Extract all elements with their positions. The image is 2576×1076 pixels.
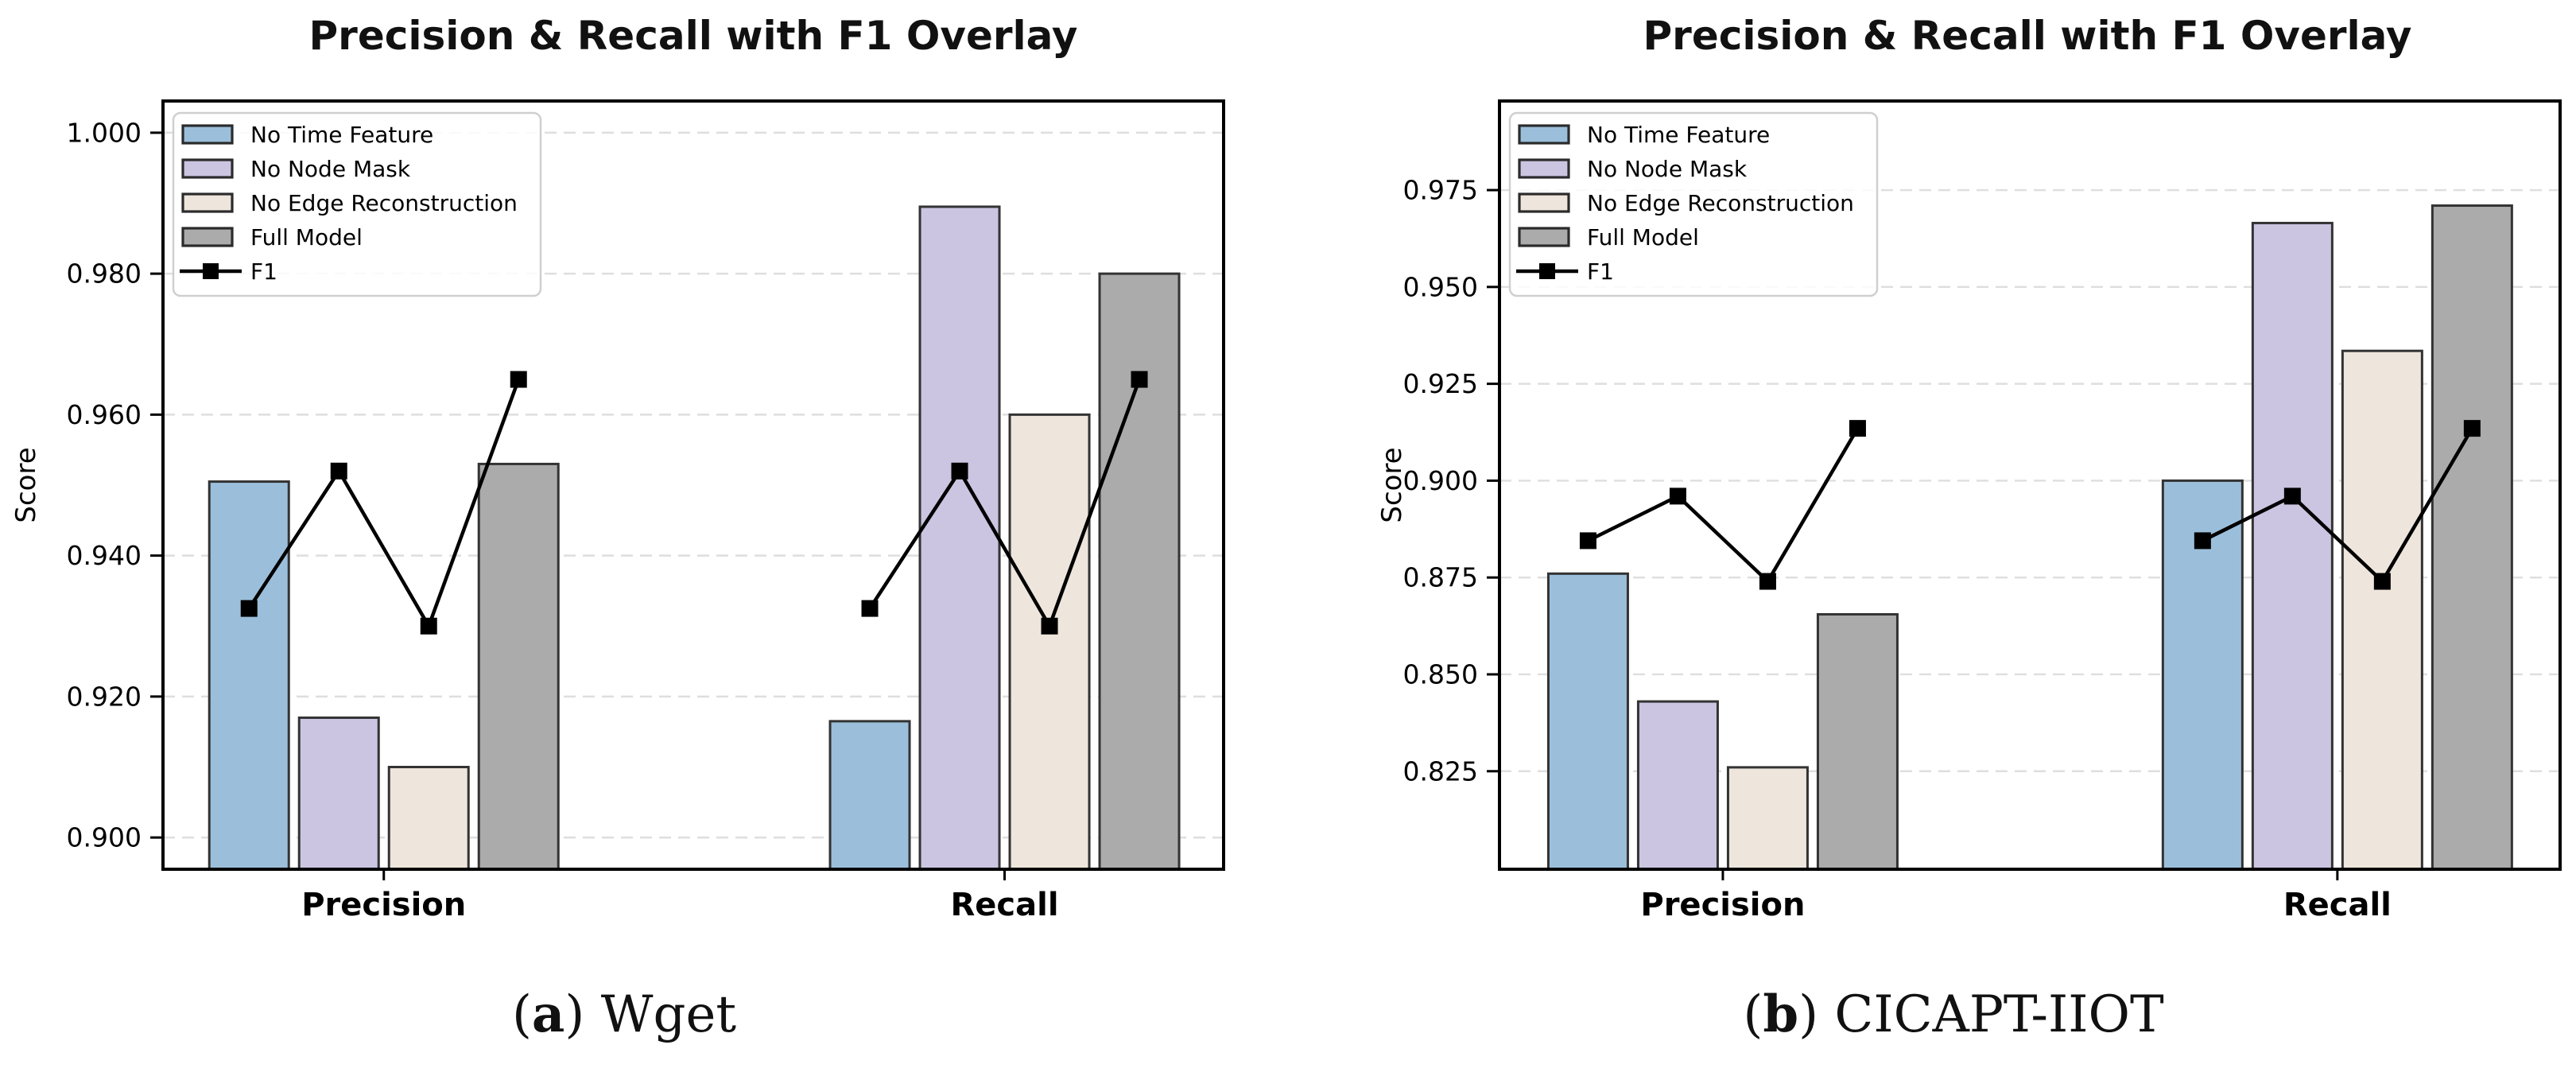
- f1-marker: [1759, 573, 1776, 590]
- legend-label: No Edge Reconstruction: [1587, 190, 1854, 216]
- y-tick-label: 0.975: [1403, 175, 1478, 206]
- caption-close: ): [564, 985, 585, 1044]
- x-tick-label: Recall: [2283, 887, 2392, 923]
- bar-full-model: [1098, 272, 1181, 871]
- y-axis-label: Score: [1376, 447, 1408, 522]
- legend-label: No Node Mask: [1587, 156, 1748, 182]
- y-tick-label: 0.940: [67, 540, 142, 571]
- bar-full-model: [477, 462, 560, 871]
- subfigure-b: Precision & Recall with F1 Overlay 0.975…: [1288, 0, 2576, 1076]
- y-tick-label: 0.875: [1403, 562, 1478, 593]
- f1-line: [868, 379, 1142, 631]
- y-axis-label: Score: [10, 447, 42, 522]
- caption-b: (b) CICAPT-IIOT: [1476, 985, 2431, 1044]
- legend-label: No Time Feature: [1587, 122, 1770, 148]
- legend-label: No Time Feature: [250, 122, 433, 148]
- caption-open: (: [1743, 985, 1763, 1044]
- caption-open: (: [511, 985, 532, 1044]
- axes-frame: [1498, 99, 2562, 871]
- legend-box: [172, 111, 542, 297]
- legend-swatch: [181, 192, 234, 213]
- bar-no-edge-reconstruction: [1008, 413, 1091, 871]
- f1-marker: [420, 617, 437, 635]
- caption-a: (a) Wget: [147, 985, 1101, 1044]
- bar-no-time-feature: [208, 480, 290, 871]
- y-tick-label: 0.980: [67, 258, 142, 289]
- axes-frame: [161, 99, 1225, 871]
- y-tick-label: 0.925: [1403, 368, 1478, 399]
- chart-a-plot: 1.000 0.980 0.960 0.940 0.920 0.900 Precision R…: [10, 99, 1225, 923]
- f1-marker: [1041, 617, 1058, 635]
- bar-no-time-feature: [1546, 572, 1629, 871]
- f1-marker: [2463, 420, 2481, 437]
- bar-no-time-feature: [828, 720, 911, 871]
- legend-label: F1: [1587, 258, 1614, 285]
- legend-swatch: [181, 227, 234, 247]
- caption-letter: b: [1763, 985, 1799, 1044]
- y-tick-label: 0.850: [1403, 659, 1478, 690]
- f1-marker: [510, 371, 527, 388]
- x-tick-label: Precision: [301, 887, 466, 923]
- caption-letter: a: [531, 985, 565, 1044]
- y-tick-label: 0.900: [1403, 465, 1478, 496]
- y-tick-label: 1.000: [67, 117, 142, 148]
- bar-full-model: [1816, 612, 1899, 871]
- caption-label: Wget: [600, 985, 737, 1044]
- x-tick-label: Recall: [950, 887, 1058, 923]
- f1-marker: [951, 462, 968, 480]
- f1-marker: [1131, 371, 1148, 388]
- legend-f1-marker: [1539, 263, 1555, 279]
- bar-full-model: [2431, 204, 2513, 871]
- legend-swatch: [181, 124, 234, 145]
- f1-line: [2202, 427, 2474, 585]
- legend-swatch: [1518, 192, 1570, 213]
- legend-box: [1508, 111, 1879, 297]
- f1-marker: [1579, 532, 1596, 550]
- caption-label: CICAPT-IIOT: [1834, 985, 2164, 1044]
- bar-no-edge-reconstruction: [2341, 349, 2423, 871]
- bar-no-node-mask: [1636, 700, 1719, 871]
- chart-b-plot: 0.975 0.950 0.925 0.900 0.875 0.850 0.825 Preci…: [1376, 99, 2562, 923]
- y-tick-label: 0.950: [1403, 271, 1478, 302]
- f1-line: [1587, 427, 1860, 585]
- f1-line: [247, 379, 521, 631]
- legend-label: F1: [250, 258, 277, 285]
- f1-marker: [2194, 532, 2211, 550]
- f1-marker: [861, 600, 879, 617]
- bar-no-node-mask: [2251, 221, 2334, 871]
- legend-swatch: [1518, 124, 1570, 145]
- f1-marker: [1669, 488, 1686, 505]
- y-tick-label: 0.920: [67, 681, 142, 712]
- bar-no-node-mask: [297, 716, 380, 871]
- bar-no-edge-reconstruction: [1726, 766, 1809, 871]
- legend-label: Full Model: [1587, 224, 1699, 251]
- f1-marker: [2373, 573, 2391, 590]
- bar-no-node-mask: [918, 205, 1001, 871]
- chart-title: Precision & Recall with F1 Overlay: [1643, 13, 2412, 59]
- legend-label: No Node Mask: [250, 156, 411, 182]
- y-tick-label: 0.900: [67, 822, 142, 853]
- y-tick-label: 0.825: [1403, 756, 1478, 787]
- bar-no-edge-reconstruction: [387, 765, 470, 871]
- legend-swatch: [1518, 227, 1570, 247]
- legend-swatch: [181, 158, 234, 179]
- subfigure-a: Precision & Recall with F1 Overlay 1.000…: [10, 13, 1225, 1044]
- legend-f1-marker: [203, 263, 219, 279]
- legend-swatch: [1518, 158, 1570, 179]
- f1-marker: [240, 600, 258, 617]
- f1-marker: [330, 462, 347, 480]
- y-tick-label: 0.960: [67, 399, 142, 430]
- legend-label: No Edge Reconstruction: [250, 190, 518, 216]
- caption-close: ): [1798, 985, 1819, 1044]
- f1-marker: [2283, 488, 2301, 505]
- legend-label: Full Model: [250, 224, 363, 251]
- x-tick-label: Precision: [1640, 887, 1805, 923]
- chart-title: Precision & Recall with F1 Overlay: [308, 13, 1078, 59]
- f1-marker: [1849, 420, 1866, 437]
